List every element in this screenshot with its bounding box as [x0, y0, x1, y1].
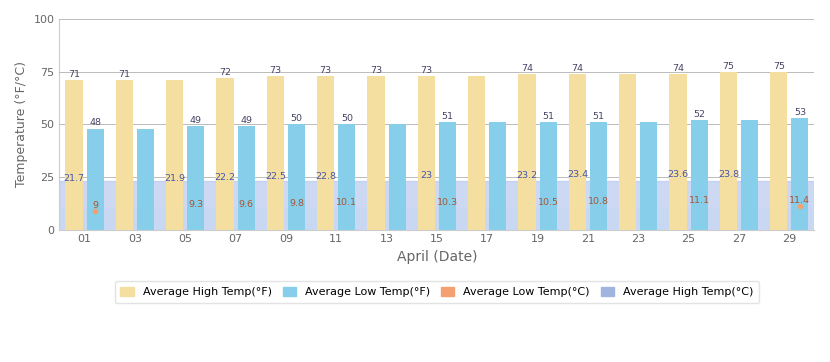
Bar	[720, 72, 737, 230]
Text: 10.1: 10.1	[336, 198, 358, 207]
Bar	[770, 72, 788, 230]
Bar	[569, 74, 586, 230]
Bar	[66, 80, 82, 230]
Bar	[670, 74, 686, 230]
Text: 71: 71	[119, 70, 130, 79]
Bar	[439, 122, 456, 230]
Text: 9.6: 9.6	[239, 199, 254, 209]
X-axis label: April (Date): April (Date)	[397, 250, 477, 264]
Text: 23.2: 23.2	[516, 171, 538, 180]
Text: 50: 50	[341, 114, 353, 123]
Text: 51: 51	[542, 112, 554, 121]
Text: 50: 50	[290, 114, 302, 123]
Text: 49: 49	[240, 116, 252, 125]
Bar	[640, 122, 657, 230]
Text: 74: 74	[521, 64, 533, 73]
Text: 73: 73	[269, 66, 281, 75]
Bar	[468, 76, 486, 230]
Text: 71: 71	[68, 70, 80, 79]
Bar	[540, 122, 557, 230]
Bar	[417, 76, 435, 230]
Text: 75: 75	[722, 62, 735, 71]
Bar	[388, 124, 406, 230]
Bar	[691, 120, 708, 230]
Text: 52: 52	[693, 110, 706, 119]
Text: 10.5: 10.5	[538, 198, 559, 207]
Bar	[188, 126, 204, 230]
Bar	[217, 78, 233, 230]
Text: 10.8: 10.8	[588, 197, 609, 206]
Bar	[317, 76, 334, 230]
Bar	[237, 126, 255, 230]
Text: 23: 23	[420, 171, 432, 180]
Text: 22.2: 22.2	[214, 173, 236, 182]
Text: 74: 74	[672, 64, 684, 73]
Text: 23.4: 23.4	[567, 171, 588, 180]
Text: 22.8: 22.8	[315, 172, 336, 181]
Bar	[166, 80, 183, 230]
Text: 73: 73	[320, 66, 332, 75]
Y-axis label: Temperature (°F/°C): Temperature (°F/°C)	[15, 61, 28, 187]
Text: 23.6: 23.6	[667, 170, 689, 179]
Bar	[590, 122, 607, 230]
Bar	[266, 76, 284, 230]
Text: 22.5: 22.5	[265, 172, 286, 181]
Bar	[60, 208, 814, 230]
Bar	[86, 129, 104, 230]
Text: 9.8: 9.8	[289, 199, 304, 208]
Text: 53: 53	[793, 108, 806, 117]
Text: 11.1: 11.1	[689, 197, 710, 205]
Bar	[116, 80, 133, 230]
Text: 48: 48	[89, 118, 101, 127]
Text: 72: 72	[219, 68, 231, 77]
Bar	[339, 124, 355, 230]
Text: 21.9: 21.9	[164, 174, 185, 183]
Text: 10.3: 10.3	[437, 198, 458, 207]
Bar	[288, 124, 305, 230]
Text: 51: 51	[442, 112, 453, 121]
Text: 21.7: 21.7	[64, 174, 85, 183]
Text: 23.8: 23.8	[718, 170, 739, 178]
Bar	[490, 122, 506, 230]
Text: 51: 51	[593, 112, 604, 121]
Text: 74: 74	[571, 64, 583, 73]
Bar	[60, 181, 814, 230]
Text: 9.3: 9.3	[188, 200, 203, 209]
Bar	[791, 118, 808, 230]
Text: 49: 49	[190, 116, 202, 125]
Text: 9: 9	[92, 201, 98, 210]
Legend: Average High Temp(°F), Average Low Temp(°F), Average Low Temp(°C), Average High : Average High Temp(°F), Average Low Temp(…	[115, 282, 759, 303]
Bar	[519, 74, 535, 230]
Text: 11.4: 11.4	[789, 196, 810, 205]
Text: 73: 73	[370, 66, 382, 75]
Bar	[368, 76, 384, 230]
Bar	[619, 74, 637, 230]
Bar	[741, 120, 758, 230]
Text: 73: 73	[420, 66, 432, 75]
Text: 75: 75	[773, 62, 784, 71]
Bar	[137, 129, 154, 230]
